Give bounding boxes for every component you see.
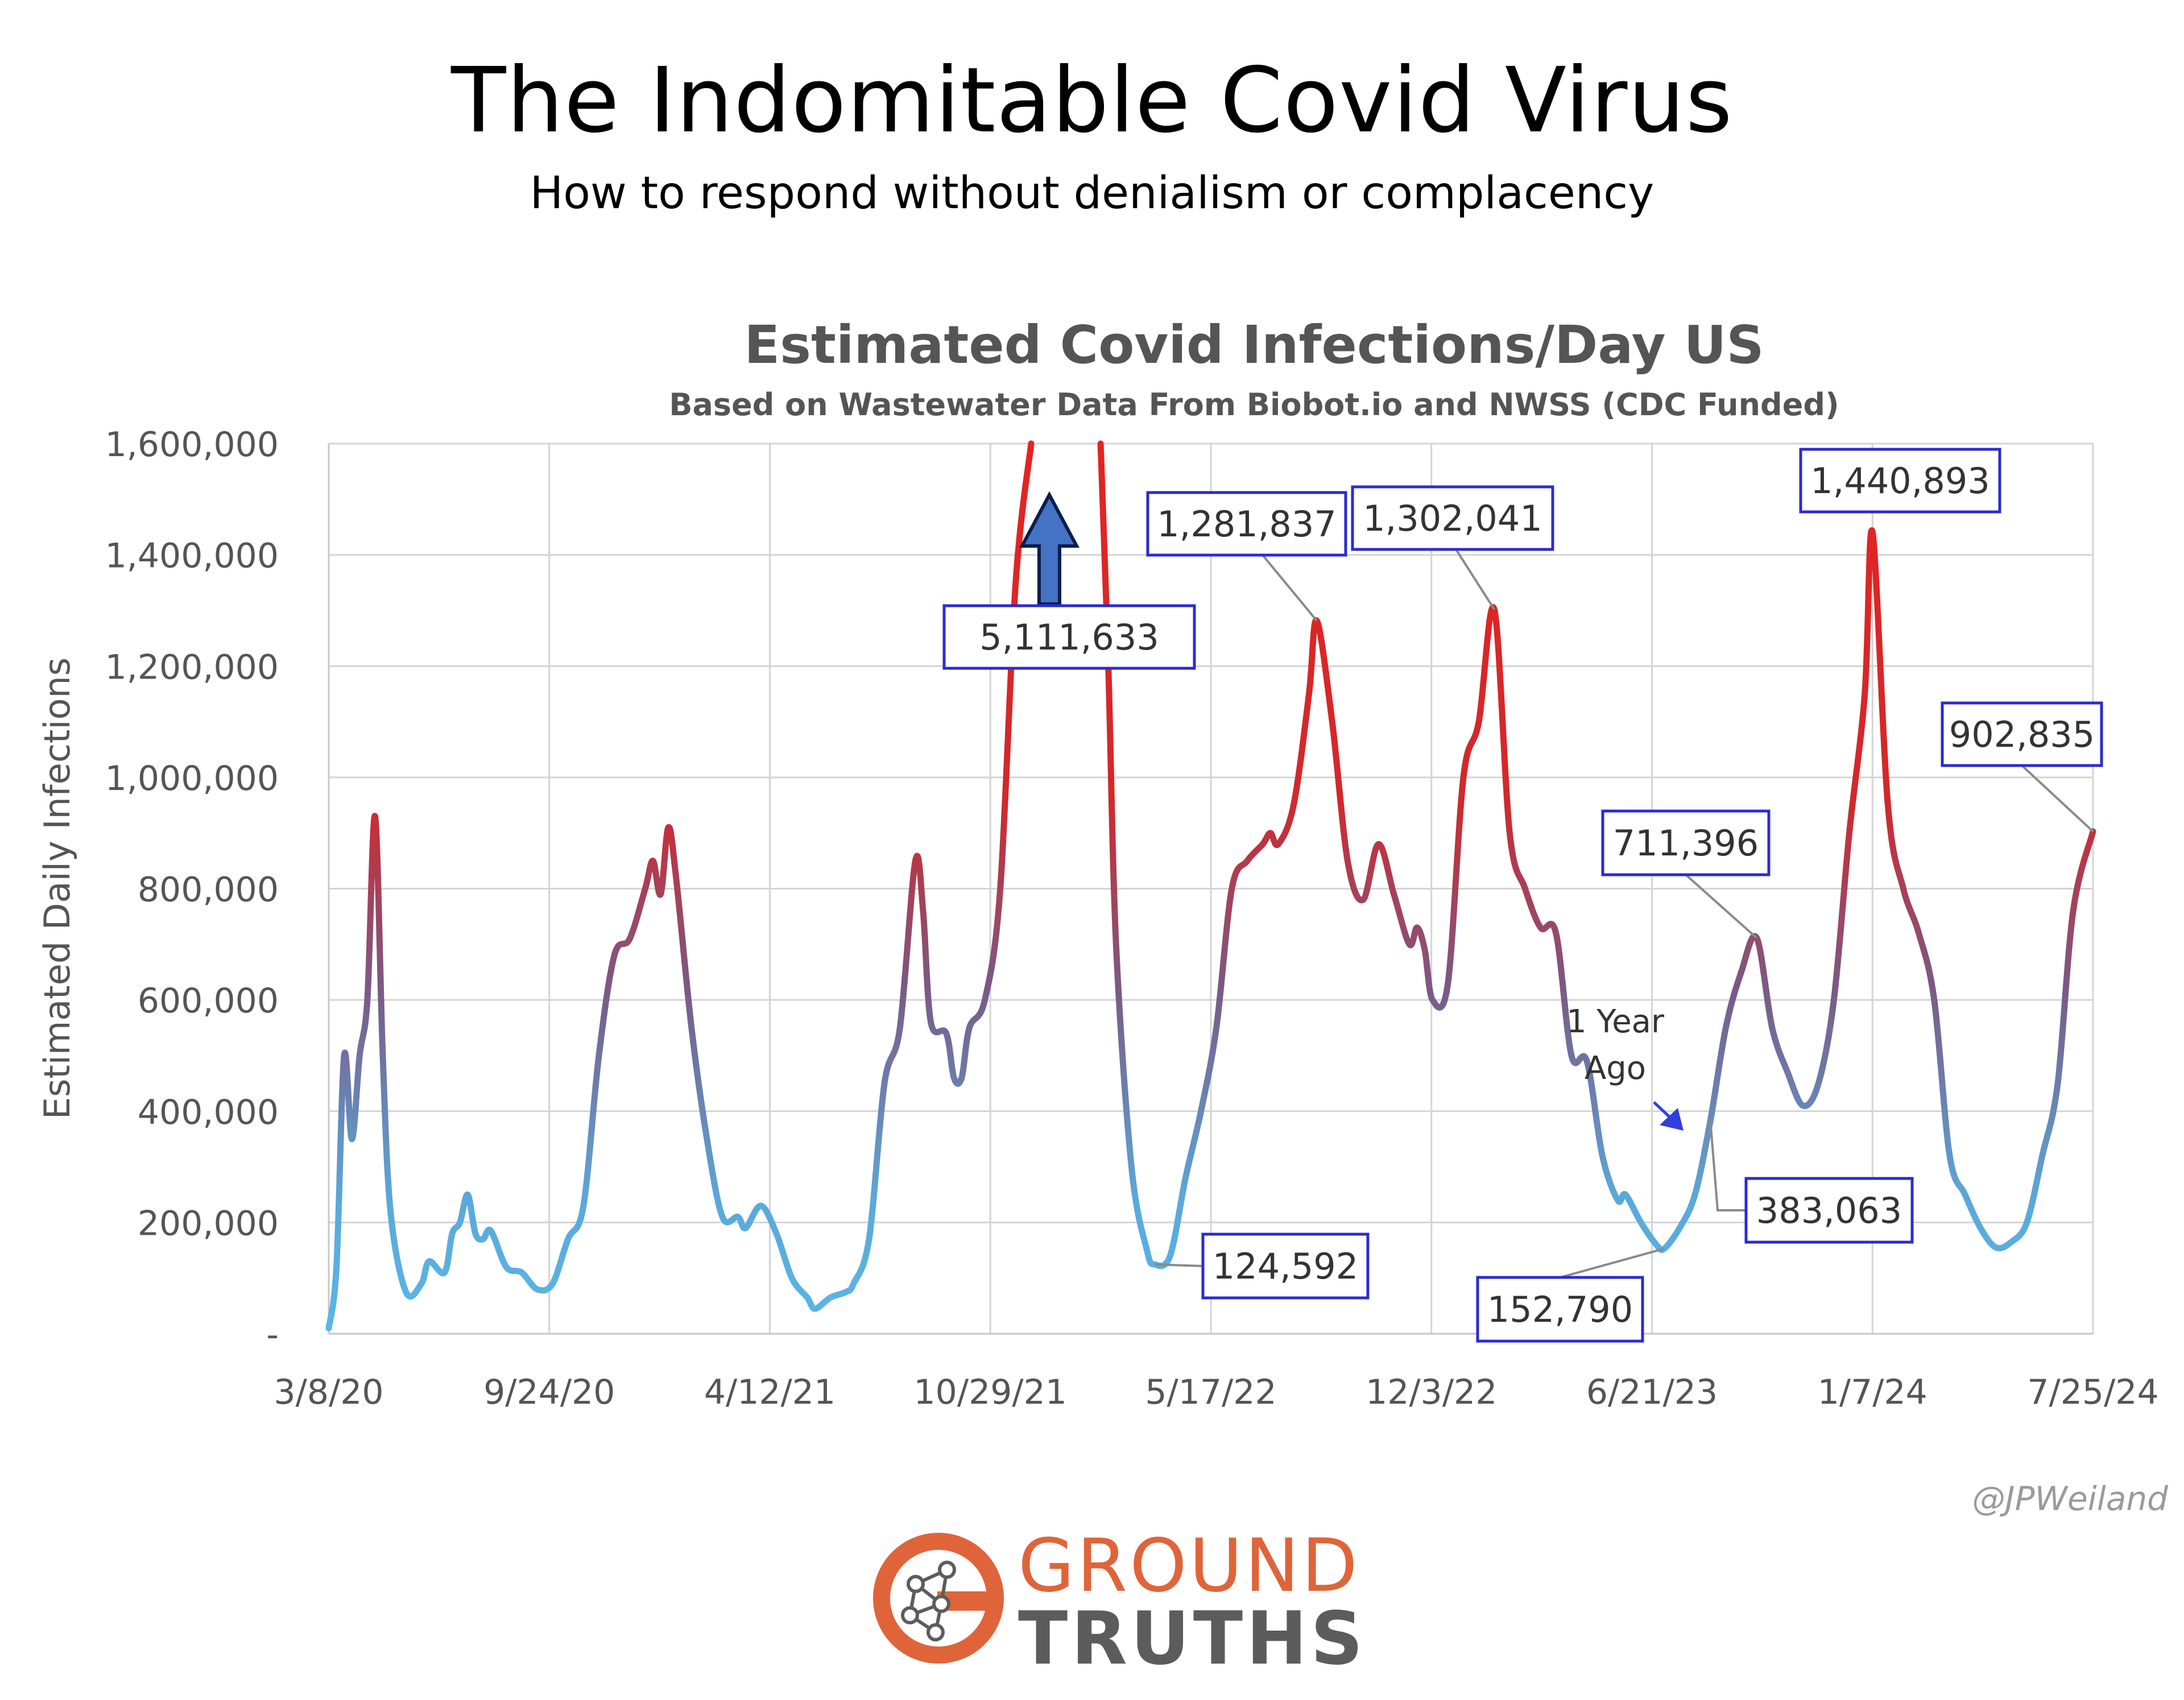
annotation-box [942, 604, 1196, 670]
y-tick-label: 1,000,000 [105, 759, 279, 799]
x-tick-label: 3/8/20 [274, 1372, 383, 1412]
y-tick-label: 200,000 [138, 1203, 279, 1243]
y-tick-label: 1,400,000 [105, 536, 279, 576]
grid [328, 442, 2094, 1335]
one-year-ago-callout: 1 Year Ago [1566, 1003, 1684, 1131]
up-arrow-icon [1019, 491, 1079, 606]
annotation-label: 711,396 [1613, 822, 1759, 864]
annotation-label: 383,063 [1756, 1190, 1902, 1231]
annotation-box [1799, 448, 2001, 514]
callout-arrow-icon [1660, 1108, 1684, 1131]
page-subtitle: How to respond without denialism or comp… [530, 168, 1654, 219]
annotation-leader [1455, 548, 1495, 610]
logo-word-ground: GROUND [1018, 1524, 1360, 1608]
annotation-leader [1155, 1263, 1203, 1267]
y-tick-label: 1,200,000 [105, 647, 279, 687]
chart-title: Estimated Covid Infections/Day US [744, 315, 1764, 375]
x-axis-ticks: 3/8/20 9/24/20 4/12/21 10/29/21 5/17/22 12/3/… [274, 1372, 2158, 1412]
chart-subtitle: Based on Wastewater Data From Biobot.io … [669, 387, 1839, 423]
annotation-leader [1685, 874, 1758, 939]
series-lines [325, 440, 2096, 1331]
y-tick-label: 1,600,000 [105, 425, 279, 465]
callout-line-1: 1 Year [1566, 1003, 1665, 1040]
annotation-box [1201, 1232, 1370, 1300]
annotation-box [1941, 701, 2103, 767]
annotation-box [1146, 491, 1347, 557]
annotation-leader [2021, 764, 2094, 833]
chart-credit: @JPWeiland [1972, 1479, 2169, 1518]
annotation-box [1476, 1276, 1644, 1343]
annotation-label: 5,111,633 [979, 617, 1159, 658]
annotation-label: 1,440,893 [1810, 460, 1990, 502]
annotation-leader [1560, 1247, 1665, 1279]
x-tick-label: 4/12/21 [704, 1372, 835, 1412]
annotation-label: 902,835 [1949, 714, 2095, 755]
annotation-box [1601, 809, 1771, 876]
y-axis-label: Estimated Daily Infections [36, 657, 78, 1119]
logo-network-icon [873, 1533, 1004, 1664]
annotation-label: 1,302,041 [1363, 498, 1542, 539]
x-tick-label: 7/25/24 [2027, 1372, 2158, 1412]
x-tick-label: 9/24/20 [483, 1372, 615, 1412]
annotation-label: 152,790 [1487, 1289, 1633, 1330]
annotation-label: 124,592 [1213, 1246, 1358, 1287]
page-title: The Indomitable Covid Virus [451, 48, 1733, 153]
x-tick-label: 5/17/22 [1145, 1372, 1276, 1412]
callout-line-2: Ago [1585, 1050, 1646, 1087]
x-tick-label: 1/7/24 [1818, 1372, 1927, 1412]
series-line-2 [1097, 440, 2096, 1269]
x-tick-label: 10/29/21 [914, 1372, 1067, 1412]
logo-word-truths: TRUTHS [1018, 1596, 1367, 1681]
annotation-leader [1709, 1120, 1746, 1211]
annotations: 5,111,633 124,592 1,281,837 1,302,041 152,79… [942, 448, 2103, 1343]
y-tick-label: 600,000 [138, 981, 279, 1021]
y-axis-ticks: - 200,000 400,000 600,000 800,000 1,000,000 1,… [105, 425, 279, 1355]
annotation-box [1351, 485, 1554, 551]
y-tick-label: 800,000 [138, 870, 279, 910]
x-tick-label: 12/3/22 [1366, 1372, 1497, 1412]
series-line-1 [325, 440, 1035, 1331]
x-tick-label: 6/21/23 [1586, 1372, 1718, 1412]
y-tick-label: - [266, 1315, 279, 1355]
annotation-leader [1261, 554, 1318, 622]
annotation-box [1744, 1177, 1914, 1244]
annotation-label: 1,281,837 [1157, 503, 1337, 545]
y-tick-label: 400,000 [138, 1093, 279, 1132]
ground-truths-logo: GROUND TRUTHS [870, 1530, 1405, 1678]
